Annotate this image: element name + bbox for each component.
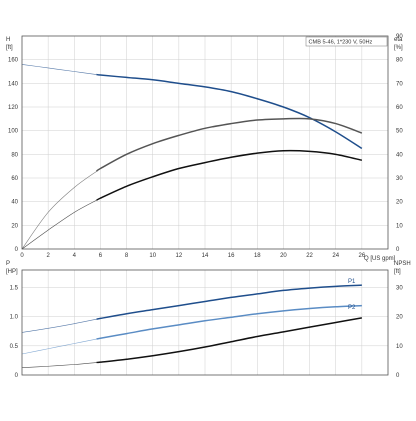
- curve-p1: [96, 284, 362, 320]
- series-label-p2: P2: [348, 305, 356, 311]
- top-tick-labels: 0204060801001201401600102030405060708090…: [8, 34, 403, 259]
- title-box: [305, 36, 388, 47]
- bottom-plot-frame: [21, 269, 389, 376]
- top-ytick-left-8: 160: [8, 58, 19, 64]
- top-xtick-7: 14: [202, 253, 209, 259]
- bottom-ytick-right-2: 20: [396, 315, 403, 321]
- bottom-grid: [22, 270, 388, 375]
- bottom-ytick-left-2: 1.0: [10, 315, 19, 321]
- y-right-label-bottom: NPSH: [394, 261, 411, 267]
- top-xtick-13: 26: [359, 253, 366, 259]
- curve-p1-extension: [21, 318, 97, 333]
- top-xtick-6: 12: [176, 253, 183, 259]
- x-axis-label: Q [US gpm]: [364, 256, 396, 262]
- top-ytick-right-8: 80: [396, 58, 403, 64]
- top-xtick-10: 20: [280, 253, 287, 259]
- curve-p2: [96, 304, 362, 340]
- top-ytick-right-1: 10: [396, 223, 403, 229]
- series-label-p1: P1: [348, 279, 356, 285]
- y-left-unit-top: [ft]: [6, 45, 13, 51]
- bottom-curves: [21, 284, 362, 369]
- top-ytick-left-6: 120: [8, 105, 19, 111]
- top-xtick-4: 8: [125, 253, 129, 259]
- curve-p2-extension: [21, 338, 97, 355]
- top-xtick-8: 16: [228, 253, 235, 259]
- top-ytick-right-7: 70: [396, 81, 403, 87]
- power-npsh-panel: 0 0.5 1.0 1.5 0 10 20 30 P [HP] NPSH [ft] P1 P2: [6, 261, 411, 379]
- top-ytick-left-7: 140: [8, 81, 19, 87]
- top-xtick-12: 24: [332, 253, 339, 259]
- curve-head-extension: [21, 64, 97, 75]
- top-ytick-left-4: 80: [11, 152, 18, 158]
- curve-performance: [95, 149, 363, 201]
- top-xtick-9: 18: [254, 253, 261, 259]
- top-xtick-1: 2: [46, 253, 50, 259]
- bottom-ytick-right-1: 10: [396, 344, 403, 350]
- y-right-unit-bottom: [ft]: [394, 269, 401, 275]
- bottom-tick-labels: 0 0.5 1.0 1.5 0 10 20 30: [10, 286, 404, 380]
- top-xtick-0: 0: [20, 253, 24, 259]
- top-ytick-right-6: 60: [396, 105, 403, 111]
- y-left-unit-bottom: [HP]: [6, 269, 18, 275]
- curve-npsh-extension: [21, 362, 97, 369]
- top-ytick-right-2: 20: [396, 200, 403, 206]
- curve-efficiency-extension: [21, 171, 97, 250]
- bottom-ytick-left-3: 1.5: [10, 286, 19, 292]
- top-ytick-right-4: 40: [396, 152, 403, 158]
- y-right-unit-top: [%]: [394, 45, 403, 51]
- bottom-ytick-right-3: 30: [396, 286, 403, 292]
- bottom-ytick-left-1: 0.5: [10, 344, 19, 350]
- y-left-label-bottom: P: [6, 261, 10, 267]
- top-ytick-right-3: 30: [396, 176, 403, 182]
- top-ytick-right-0: 0: [396, 247, 400, 253]
- top-ytick-left-5: 100: [8, 129, 19, 135]
- curve-efficiency: [95, 117, 363, 172]
- top-ytick-right-5: 50: [396, 129, 403, 135]
- chart-title: CMB 5-46, 1*230 V, 50Hz: [309, 40, 373, 46]
- top-xtick-3: 6: [99, 253, 103, 259]
- top-ytick-left-3: 60: [11, 176, 18, 182]
- curve-performance-extension: [21, 199, 97, 250]
- top-plot-frame: [21, 35, 389, 250]
- head-efficiency-panel: 0204060801001201401600102030405060708090…: [6, 34, 403, 262]
- curve-npsh: [96, 317, 362, 364]
- bottom-ytick-left-0: 0: [15, 373, 19, 379]
- top-xtick-2: 4: [73, 253, 77, 259]
- top-ytick-left-1: 20: [11, 223, 18, 229]
- curve-head: [96, 73, 363, 150]
- top-ytick-left-0: 0: [15, 247, 19, 253]
- top-ytick-left-2: 40: [11, 200, 18, 206]
- top-grid: [22, 36, 388, 249]
- top-xtick-5: 10: [149, 253, 156, 259]
- top-ytick-right-9: 90: [396, 34, 403, 40]
- y-left-label-top: H: [6, 37, 10, 43]
- top-xtick-11: 22: [306, 253, 313, 259]
- top-curves: [21, 64, 363, 250]
- y-right-label-top: eta: [394, 37, 403, 43]
- bottom-ytick-right-0: 0: [396, 373, 400, 379]
